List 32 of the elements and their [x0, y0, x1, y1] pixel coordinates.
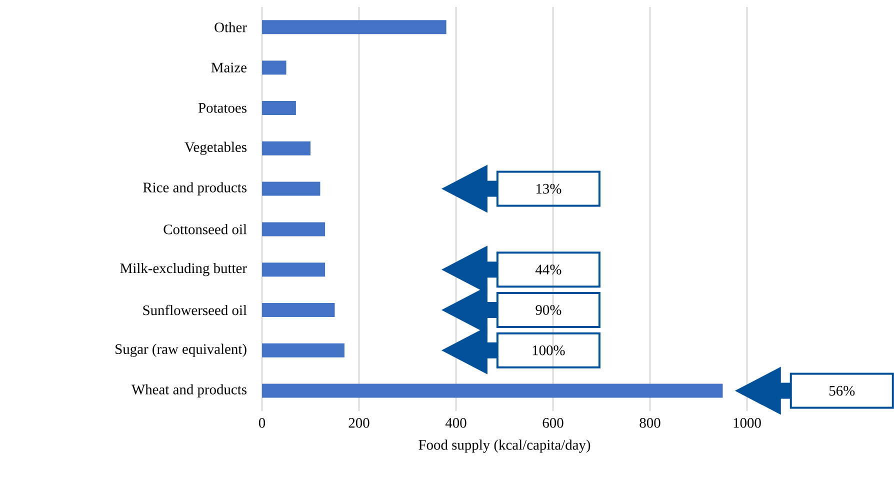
- y-tick-label: Cottonseed oil: [164, 224, 247, 234]
- bar: [262, 262, 326, 277]
- x-tick-label: 800: [640, 418, 660, 428]
- y-tick-label: Sunflowerseed oil: [143, 304, 247, 316]
- y-tick-label: Sugar (raw equivalent): [116, 344, 246, 357]
- bar: [262, 302, 335, 317]
- x-tick-label: 200: [348, 418, 370, 428]
- annotation: 13%: [536, 184, 562, 194]
- x-axis-title: Food supply (kcal/capita/day): [418, 440, 590, 453]
- y-tick-label: Maize: [211, 62, 246, 72]
- bar: [262, 141, 311, 156]
- annotation: 100%: [532, 345, 565, 356]
- bar: [262, 384, 723, 398]
- bar: [262, 100, 296, 115]
- y-tick-label: Potatoes: [198, 103, 246, 113]
- y-tick-label: Milk-excluding butter: [120, 263, 247, 276]
- y-tick-label: Rice and products: [143, 182, 246, 196]
- bar: [262, 20, 446, 34]
- text: 56%: [829, 386, 855, 396]
- y-tick-label: Vegetables: [184, 142, 247, 155]
- bar: [262, 182, 320, 196]
- annotation: 44%: [536, 264, 562, 274]
- y-tick-label: Wheat and products: [131, 384, 246, 398]
- bar: [262, 222, 326, 236]
- x-tick-label: 600: [542, 418, 564, 428]
- x-tick-label: 1000: [734, 418, 761, 428]
- bar: [262, 60, 286, 75]
- bar: [262, 343, 344, 358]
- y-tick-label: Other: [214, 22, 247, 32]
- x-tick-label: 400: [445, 418, 466, 428]
- x-tick-label: 0: [258, 418, 266, 428]
- annotation: 90%: [536, 305, 562, 315]
